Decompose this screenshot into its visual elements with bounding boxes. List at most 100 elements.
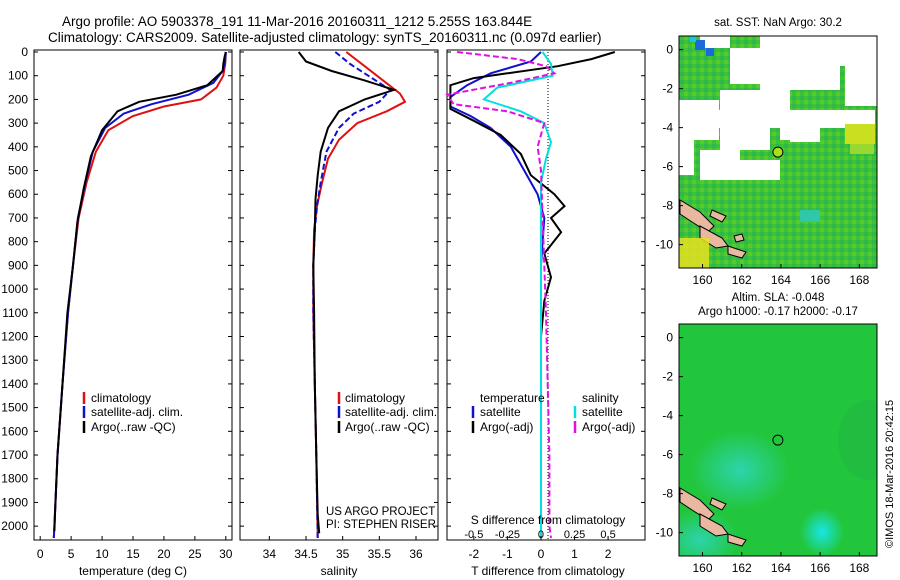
sst-pixel-block [679, 140, 694, 175]
sla-map-field [679, 324, 877, 556]
temperature-x-axis: 0 5 10 15 20 25 30 [37, 536, 233, 561]
legend-satellite: satellite-adj. clim. [345, 405, 437, 419]
depth-tick-label: 1800 [1, 472, 28, 486]
island-shape [727, 533, 747, 547]
series-line-s-argo-adj- [445, 51, 557, 539]
depth-tick-label: 300 [8, 116, 28, 130]
sst-pixel-block [845, 66, 877, 106]
s-diff-tick-label: 0 [538, 529, 544, 541]
map-x-tick-label: 164 [771, 273, 791, 287]
legend-t-satellite: satellite [480, 405, 521, 419]
header-line1: Argo profile: AO 5903378_191 11-Mar-2016… [62, 14, 532, 29]
depth-tick-label: 100 [8, 69, 28, 83]
x-tick-label: 15 [126, 547, 140, 561]
sst-cloud-gaps [679, 36, 877, 222]
sst-pixel-block [690, 36, 696, 42]
salinity-difference-axis: -0.5 -0.25 0 0.25 0.5 [464, 529, 615, 541]
salinity-panel-frame [239, 49, 439, 541]
map-x-tick-label: 166 [810, 273, 830, 287]
legend-s-satellite: satellite [582, 405, 623, 419]
depth-tick-label: 700 [8, 211, 28, 225]
map-x-tick-label: 168 [849, 273, 869, 287]
map-y-tick-label: -8 [662, 487, 673, 501]
island-shape [727, 245, 747, 259]
sst-map-axes: 160 162 164 166 168 0 -2 -4 -6 -8 -10 [656, 43, 870, 287]
legend-salinity-title: salinity [582, 391, 619, 405]
map-x-tick-label: 168 [849, 561, 869, 575]
difference-series [445, 51, 616, 539]
depth-tick-label: 800 [8, 235, 28, 249]
x-tick-label: 34.5 [294, 547, 318, 561]
map-x-tick-label: 160 [693, 273, 713, 287]
island-shape [733, 233, 745, 243]
salinity-series [297, 51, 407, 539]
salinity-x-axis: 34 34.5 35 35.5 36 [263, 536, 423, 561]
sst-pixel-block [850, 144, 874, 154]
depth-tick-label: 1700 [1, 448, 28, 462]
depth-tick-label: 1000 [1, 282, 28, 296]
sst-pixel-block [706, 48, 714, 56]
argo-float-marker [772, 434, 784, 446]
sla-map-title2: Argo h1000: -0.17 h2000: -0.17 [698, 306, 858, 318]
series-line-t-argo-adj- [449, 51, 616, 538]
sst-pixel-block [695, 40, 705, 50]
map-y-tick-label: -6 [662, 160, 673, 174]
sla-anomaly [800, 508, 844, 556]
argo-float-marker [772, 146, 784, 158]
sst-pixel-block [730, 48, 780, 84]
s-diff-tick-label: -0.5 [464, 529, 483, 541]
map-y-tick-label: -10 [656, 238, 674, 252]
depth-tick-label: 1200 [1, 329, 28, 343]
difference-xlabel: T difference from climatology [471, 564, 625, 578]
x-tick-label: 0 [538, 547, 545, 561]
map-y-tick-label: -8 [662, 199, 673, 213]
x-tick-label: 5 [68, 547, 75, 561]
depth-tick-label: 500 [8, 164, 28, 178]
series-line-satellite-adj-clim- [52, 51, 227, 539]
map-x-tick-label: 160 [693, 561, 713, 575]
legend-argo: Argo(..raw -QC) [91, 420, 176, 434]
depth-tick-label: 1400 [1, 377, 28, 391]
credit-pi: PI: STEPHEN RISER [326, 519, 436, 531]
difference-legend: temperature satellite Argo(-adj) salinit… [471, 391, 635, 434]
x-tick-label: 0 [37, 547, 44, 561]
x-tick-label: 30 [219, 547, 233, 561]
depth-tick-label: 1300 [1, 353, 28, 367]
difference-panel-frame [446, 49, 646, 541]
salinity-legend: climatology satellite-adj. clim. Argo(..… [337, 391, 437, 434]
map-y-tick-label: -2 [662, 82, 673, 96]
sst-pixel-block [720, 90, 760, 110]
sst-pixel-block [720, 128, 770, 150]
x-tick-label: 35 [336, 547, 350, 561]
sst-pixel-block [845, 124, 875, 144]
temperature-legend: climatology satellite-adj. clim. Argo(..… [82, 391, 183, 434]
island-shape [709, 209, 727, 223]
map-y-tick-label: -4 [662, 409, 673, 423]
sla-anomaly [838, 400, 877, 480]
x-tick-label: 34 [263, 547, 277, 561]
series-line-t-satellite [449, 51, 546, 538]
sst-pixel-block [700, 36, 730, 48]
depth-tick-label: 2000 [1, 519, 28, 533]
sst-pixel-block [740, 160, 780, 180]
depth-ticks [34, 51, 645, 527]
map-y-tick-label: -10 [656, 526, 674, 540]
sst-pixel-block [679, 100, 719, 140]
depth-axis: 0 100 200 300 400 500 600 700 800 900 1000 1100 1200… [1, 45, 28, 533]
depth-tick-label: 900 [8, 258, 28, 272]
sla-map-frame [678, 323, 878, 557]
series-line-climatology [312, 51, 407, 539]
legend-climatology: climatology [345, 391, 405, 405]
map-x-tick-label: 164 [771, 561, 791, 575]
series-line-satellite-adj-clim- [312, 51, 392, 539]
map-y-tick-label: 0 [666, 331, 673, 345]
x-tick-label: 25 [188, 547, 202, 561]
island-shape [699, 225, 729, 249]
s-diff-tick-label: 0.5 [600, 529, 615, 541]
map-y-tick-label: 0 [666, 43, 673, 57]
map-y-tick-label: -2 [662, 370, 673, 384]
depth-tick-label: 1100 [2, 306, 28, 320]
depth-tick-label: 1500 [1, 401, 28, 415]
legend-t-argo: Argo(-adj) [480, 420, 533, 434]
